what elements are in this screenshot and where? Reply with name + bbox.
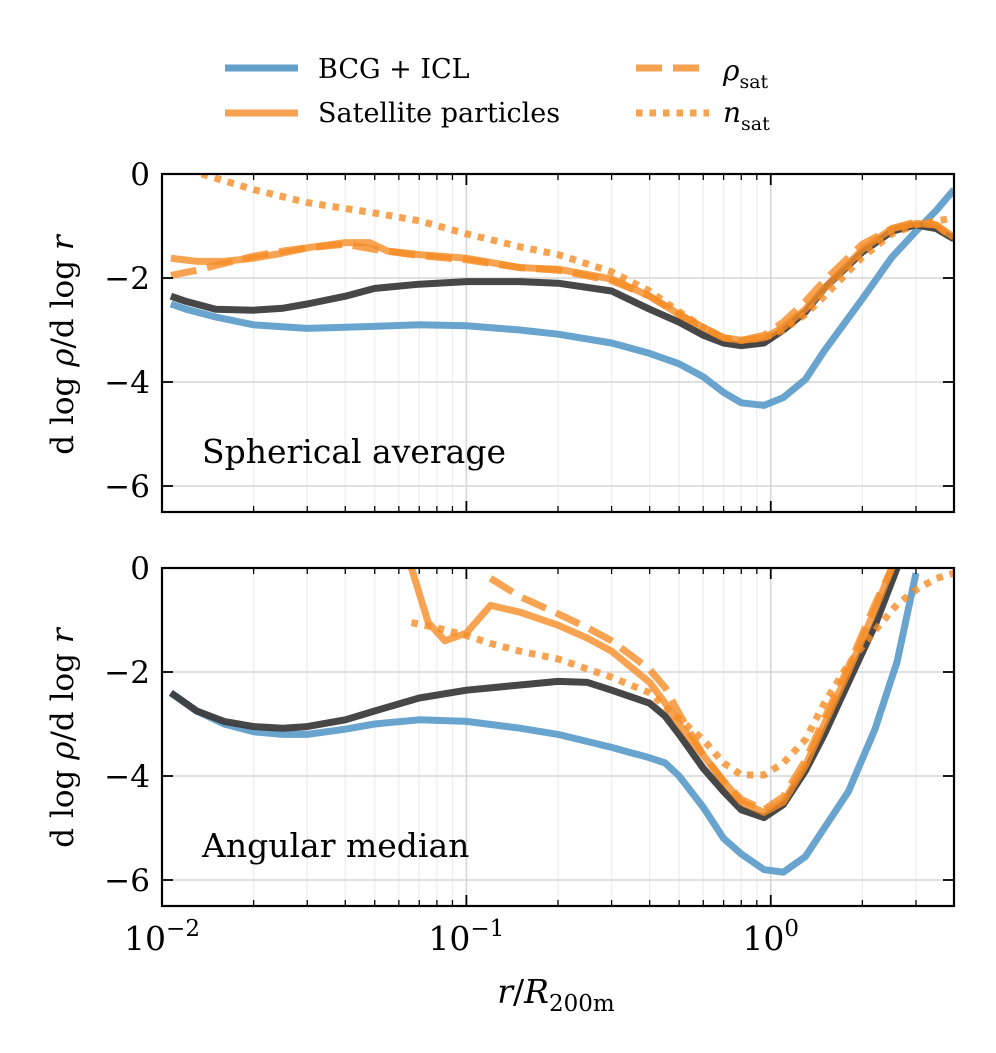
y-tick-label: −2 [104, 655, 150, 691]
legend-label-n-sat: nsat [723, 96, 770, 135]
series-n-sat [200, 174, 954, 344]
y-tick-label: −4 [104, 365, 150, 401]
legend-rho-subscript: sat [739, 71, 768, 93]
ylabel-top: d log ρ/d log r [45, 233, 81, 455]
x-tick-exponent: 0 [784, 916, 799, 942]
x-tick-label: 10−1 [428, 916, 504, 958]
y-tick-label: −6 [104, 469, 150, 505]
ticks-top [161, 173, 955, 512]
ylabel-top-r: r [45, 233, 81, 250]
xtick-labels-bottom: 10−2 10−1 100 [124, 916, 799, 958]
legend-n-subscript: sat [741, 113, 770, 135]
ylabel-top-rho: ρ [45, 349, 81, 368]
panel-spherical-average: 0 −2 −4 −6 Spherical average d log ρ/d log … [45, 157, 956, 514]
y-tick-label: −2 [104, 261, 150, 297]
ticks-bottom [161, 567, 955, 906]
series-top [169, 174, 954, 409]
y-tick-label: −4 [104, 759, 150, 795]
panel-angular-median: 0−2−4−6 10−2 10−1 100 Angular median d log… [45, 551, 956, 1017]
ytick-labels-bottom: 0 −2 −4 −6 [104, 551, 150, 899]
legend: BCG + ICL Satellite particles ρsat nsat [225, 54, 770, 135]
y-tick-label: −6 [104, 863, 150, 899]
x-tick-base: 10 [742, 919, 784, 958]
panel-annotation-spherical: Spherical average [202, 432, 506, 471]
x-tick-label: 10−2 [124, 916, 200, 958]
ylabel-bottom: d log ρ/d log r [45, 626, 81, 848]
y-tick-label: 0 [130, 551, 150, 587]
x-tick-exponent: −1 [470, 916, 504, 942]
x-tick-base: 10 [124, 919, 166, 958]
legend-rho-symbol: ρ [722, 54, 740, 87]
xlabel-r: r [497, 972, 515, 1011]
ylabel-top-part1: d log [45, 367, 81, 455]
series-bcg-icl [169, 187, 954, 409]
ytick-labels-top: 0 −2 −4 −6 [104, 157, 150, 505]
series--sat [170, 218, 954, 344]
series-n-sat [410, 569, 954, 779]
ylabel-bottom-part1: d log [45, 760, 81, 848]
ylabel-top-part2: /d log [45, 250, 81, 348]
legend-n-symbol: n [723, 96, 741, 129]
xlabel-R: R [523, 972, 549, 1011]
ylabel-bottom-r: r [45, 626, 81, 643]
xlabel-subscript: 200m [549, 991, 615, 1017]
legend-label-satellite-particles: Satellite particles [318, 98, 560, 129]
x-tick-label: 100 [742, 916, 799, 958]
legend-label-rho-sat: ρsat [722, 54, 769, 93]
series--sat [488, 568, 896, 814]
series-bottom [168, 568, 954, 876]
ylabel-bottom-part2: /d log [45, 643, 81, 741]
legend-label-bcg-icl: BCG + ICL [318, 54, 470, 85]
ylabel-bottom-rho: ρ [45, 742, 81, 761]
x-tick-exponent: −2 [166, 916, 200, 942]
series-bcg-icl [168, 572, 920, 876]
xlabel-slash: / [513, 972, 525, 1011]
xlabel: r/R200m [497, 972, 615, 1017]
x-tick-base: 10 [428, 919, 470, 958]
panel-annotation-angular: Angular median [201, 826, 469, 865]
y-tick-label: 0 [130, 157, 150, 193]
